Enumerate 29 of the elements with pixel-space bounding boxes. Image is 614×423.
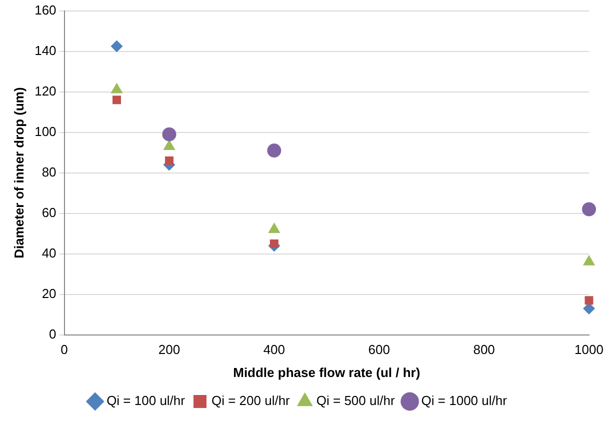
x-tick-label: 600 [368, 342, 390, 358]
x-tick-label: 1000 [574, 342, 604, 358]
y-tick-label: 20 [42, 286, 56, 301]
y-tick-label: 100 [34, 124, 56, 139]
y-tick-label: 60 [42, 204, 56, 220]
point [162, 127, 176, 142]
x-tick-label: 400 [263, 342, 286, 358]
y-tick-label: 120 [34, 83, 56, 98]
y-tick-label: 40 [42, 245, 56, 260]
point [270, 239, 278, 248]
legend-label: Qi = 200 ul/hr [211, 393, 291, 408]
y-axis-title: Diameter of inner drop (um) [11, 87, 26, 258]
y-tick-label: 160 [34, 2, 56, 18]
point [582, 202, 596, 216]
point [112, 96, 122, 104]
y-tick-label: 140 [34, 42, 56, 58]
y-tick-label: 80 [42, 164, 56, 180]
legend-label: Qi = 500 ul/hr [316, 393, 396, 408]
point [267, 144, 282, 158]
x-axis-title: Middle phase flow rate (ul / hr) [233, 364, 420, 380]
x-tick-label: 800 [473, 342, 495, 358]
y-tick-label: 0 [49, 326, 56, 342]
x-tick-label: 200 [158, 342, 180, 358]
x-tick-label: 0 [60, 342, 68, 358]
point [584, 296, 594, 305]
legend-label: Qi = 1000 ul/hr [421, 393, 508, 408]
legend-label: Qi = 100 ul/hr [106, 393, 186, 408]
point [164, 156, 174, 165]
point [110, 40, 123, 52]
